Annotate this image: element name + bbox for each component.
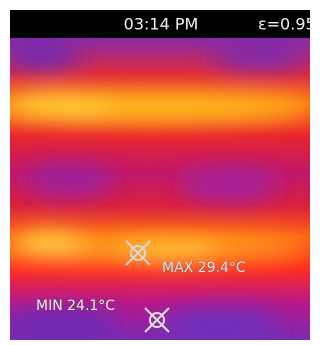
emissivity: ε=0.95: [258, 15, 310, 34]
thermal-view: 03:14 PM ε=0.95: [0, 10, 310, 341]
screen: 03:14 PM ε=0.95 MAX 29.4°C MIN 24.1°C: [0, 0, 310, 345]
time: 03:14 PM: [124, 15, 199, 34]
page: {"status_bar": {"time": "03:14 PM", "emi…: [0, 0, 310, 345]
min-label: MIN 24.1°C: [36, 298, 115, 314]
max-label: MAX 29.4°C: [162, 260, 246, 276]
